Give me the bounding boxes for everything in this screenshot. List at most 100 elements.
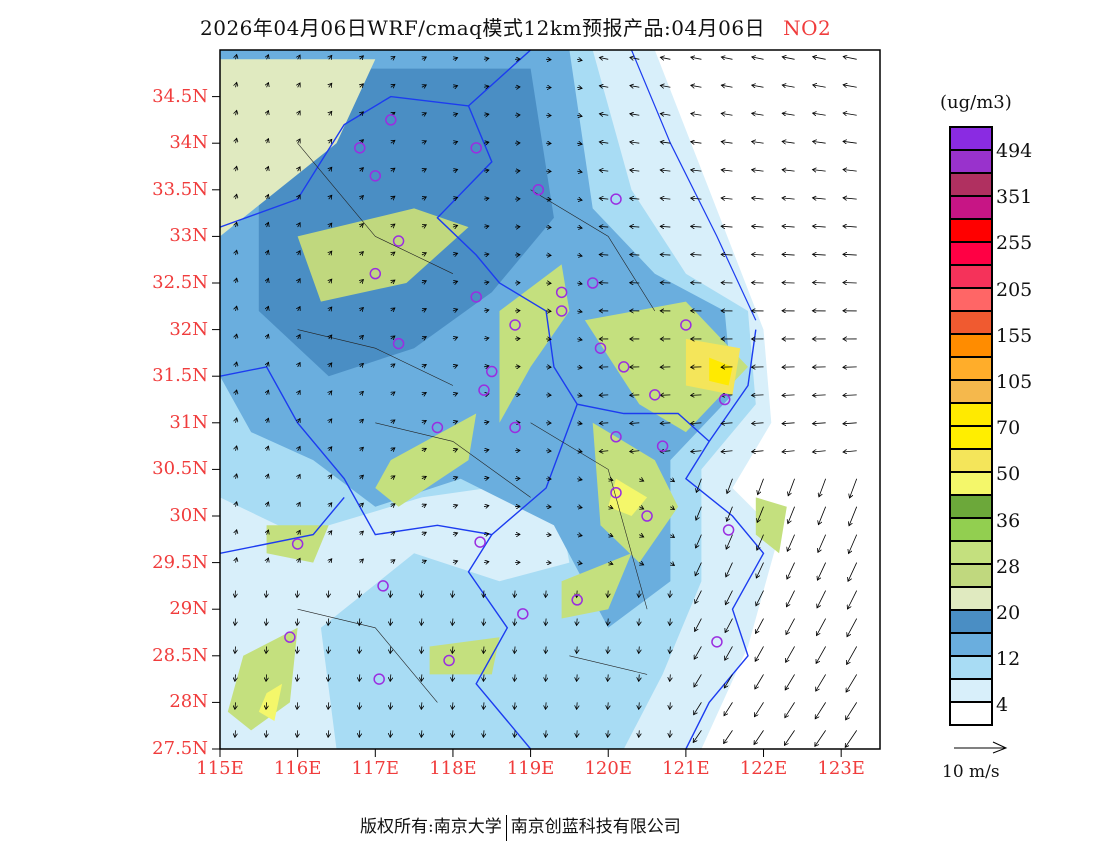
wind-arrow <box>691 142 702 144</box>
wind-arrow <box>390 702 391 709</box>
wind-arrow <box>577 283 582 284</box>
wind-arrow <box>329 531 332 535</box>
wind-arrow <box>267 83 269 88</box>
lat-tick-label: 28N <box>169 691 208 713</box>
wind-arrow <box>660 255 671 256</box>
wind-arrow <box>695 562 702 576</box>
city-marker <box>354 142 366 154</box>
wind-arrow <box>847 646 858 664</box>
legend-label: 20 <box>996 602 1021 624</box>
wind-arrow <box>754 730 764 744</box>
wind-arrow <box>782 254 795 255</box>
wind-arrow <box>816 646 826 663</box>
wind-arrow <box>483 310 489 311</box>
wind-arrow <box>298 167 300 171</box>
city-marker <box>470 142 482 154</box>
legend-swatch <box>951 266 991 289</box>
wind-arrow <box>577 618 578 626</box>
wind-arrow <box>422 365 426 367</box>
wind-arrow <box>725 618 733 633</box>
wind-arrow <box>660 423 671 424</box>
wind-arrow <box>608 618 609 626</box>
lat-tick-label: 29.5N <box>152 551 208 573</box>
wind-arrow <box>267 55 269 60</box>
city-marker <box>571 594 583 606</box>
wind-arrow <box>360 475 364 479</box>
wind-arrow <box>360 224 364 227</box>
color-legend <box>949 126 993 726</box>
wind-arrow <box>483 282 489 283</box>
province-boundary <box>220 366 578 536</box>
wind-arrow <box>452 337 458 339</box>
wind-arrow <box>452 253 458 255</box>
wind-arrow <box>329 559 332 563</box>
wind-arrow <box>721 226 733 227</box>
wind-arrow <box>577 59 582 60</box>
wind-arrow <box>752 226 764 227</box>
wind-arrow <box>752 451 764 452</box>
lon-tick-label: 123E <box>817 758 865 779</box>
wind-arrow <box>483 450 489 451</box>
wind-arrow <box>725 590 733 605</box>
wind-arrow <box>693 730 702 742</box>
wind-arrow <box>846 702 858 719</box>
wind-arrow <box>630 423 640 424</box>
wind-arrow <box>639 646 640 653</box>
city-marker <box>555 286 568 299</box>
legend-swatch <box>951 657 991 680</box>
wind-arrow <box>639 674 640 681</box>
wind-arrow <box>721 85 733 87</box>
wind-arrow <box>391 252 395 255</box>
wind-arrow <box>721 57 733 59</box>
wind-arrow <box>639 618 640 626</box>
wind-arrow <box>782 85 795 87</box>
wind-arrow <box>452 561 458 563</box>
wind-arrow <box>599 423 609 424</box>
wind-arrow <box>817 562 827 581</box>
wind-arrow <box>236 55 237 60</box>
wind-arrow <box>691 451 702 452</box>
wind-arrow <box>813 451 826 452</box>
copyright-footer: 版权所有:南京大学 南京创蓝科技有限公司 <box>360 812 681 841</box>
wind-arrow <box>756 562 764 578</box>
wind-arrow <box>390 618 391 626</box>
wind-arrow <box>577 646 578 653</box>
wind-arrow <box>298 363 300 367</box>
wind-arrow <box>483 142 489 143</box>
wind-arrow <box>298 279 300 283</box>
wind-arrow <box>843 198 857 199</box>
county-boundary <box>569 655 648 675</box>
wind-arrow <box>298 307 300 311</box>
legend-swatch <box>951 151 991 174</box>
wind-arrow <box>298 111 300 115</box>
wind-arrow <box>813 85 826 87</box>
city-marker <box>610 193 622 205</box>
wind-arrow <box>813 57 826 60</box>
wind-arrow <box>782 198 795 199</box>
legend-unit: (ug/m3) <box>940 92 1012 113</box>
legend-swatch <box>951 174 991 197</box>
wind-arrow <box>236 250 237 256</box>
wind-arrow <box>391 364 395 367</box>
wind-arrow <box>752 198 764 199</box>
wind-arrow <box>236 334 237 340</box>
wind-arrow <box>691 198 702 199</box>
wind-arrow <box>843 141 857 143</box>
wind-arrow <box>691 85 702 87</box>
wind-arrow <box>328 590 329 598</box>
wind-arrow <box>329 419 332 423</box>
wind-arrow <box>577 311 582 312</box>
wind-arrow <box>691 226 702 227</box>
wind-arrow <box>329 167 332 171</box>
legend-label: 255 <box>996 232 1033 255</box>
wind-arrow <box>577 563 582 564</box>
wind-arrow <box>360 112 364 115</box>
wind-arrow <box>691 395 702 396</box>
wind-arrow <box>660 142 671 143</box>
legend-swatch <box>951 703 991 724</box>
lat-tick-label: 33N <box>169 225 208 247</box>
legend-swatch <box>951 220 991 243</box>
city-marker <box>431 421 444 434</box>
wind-arrow <box>670 563 674 566</box>
wind-arrow <box>266 702 267 709</box>
